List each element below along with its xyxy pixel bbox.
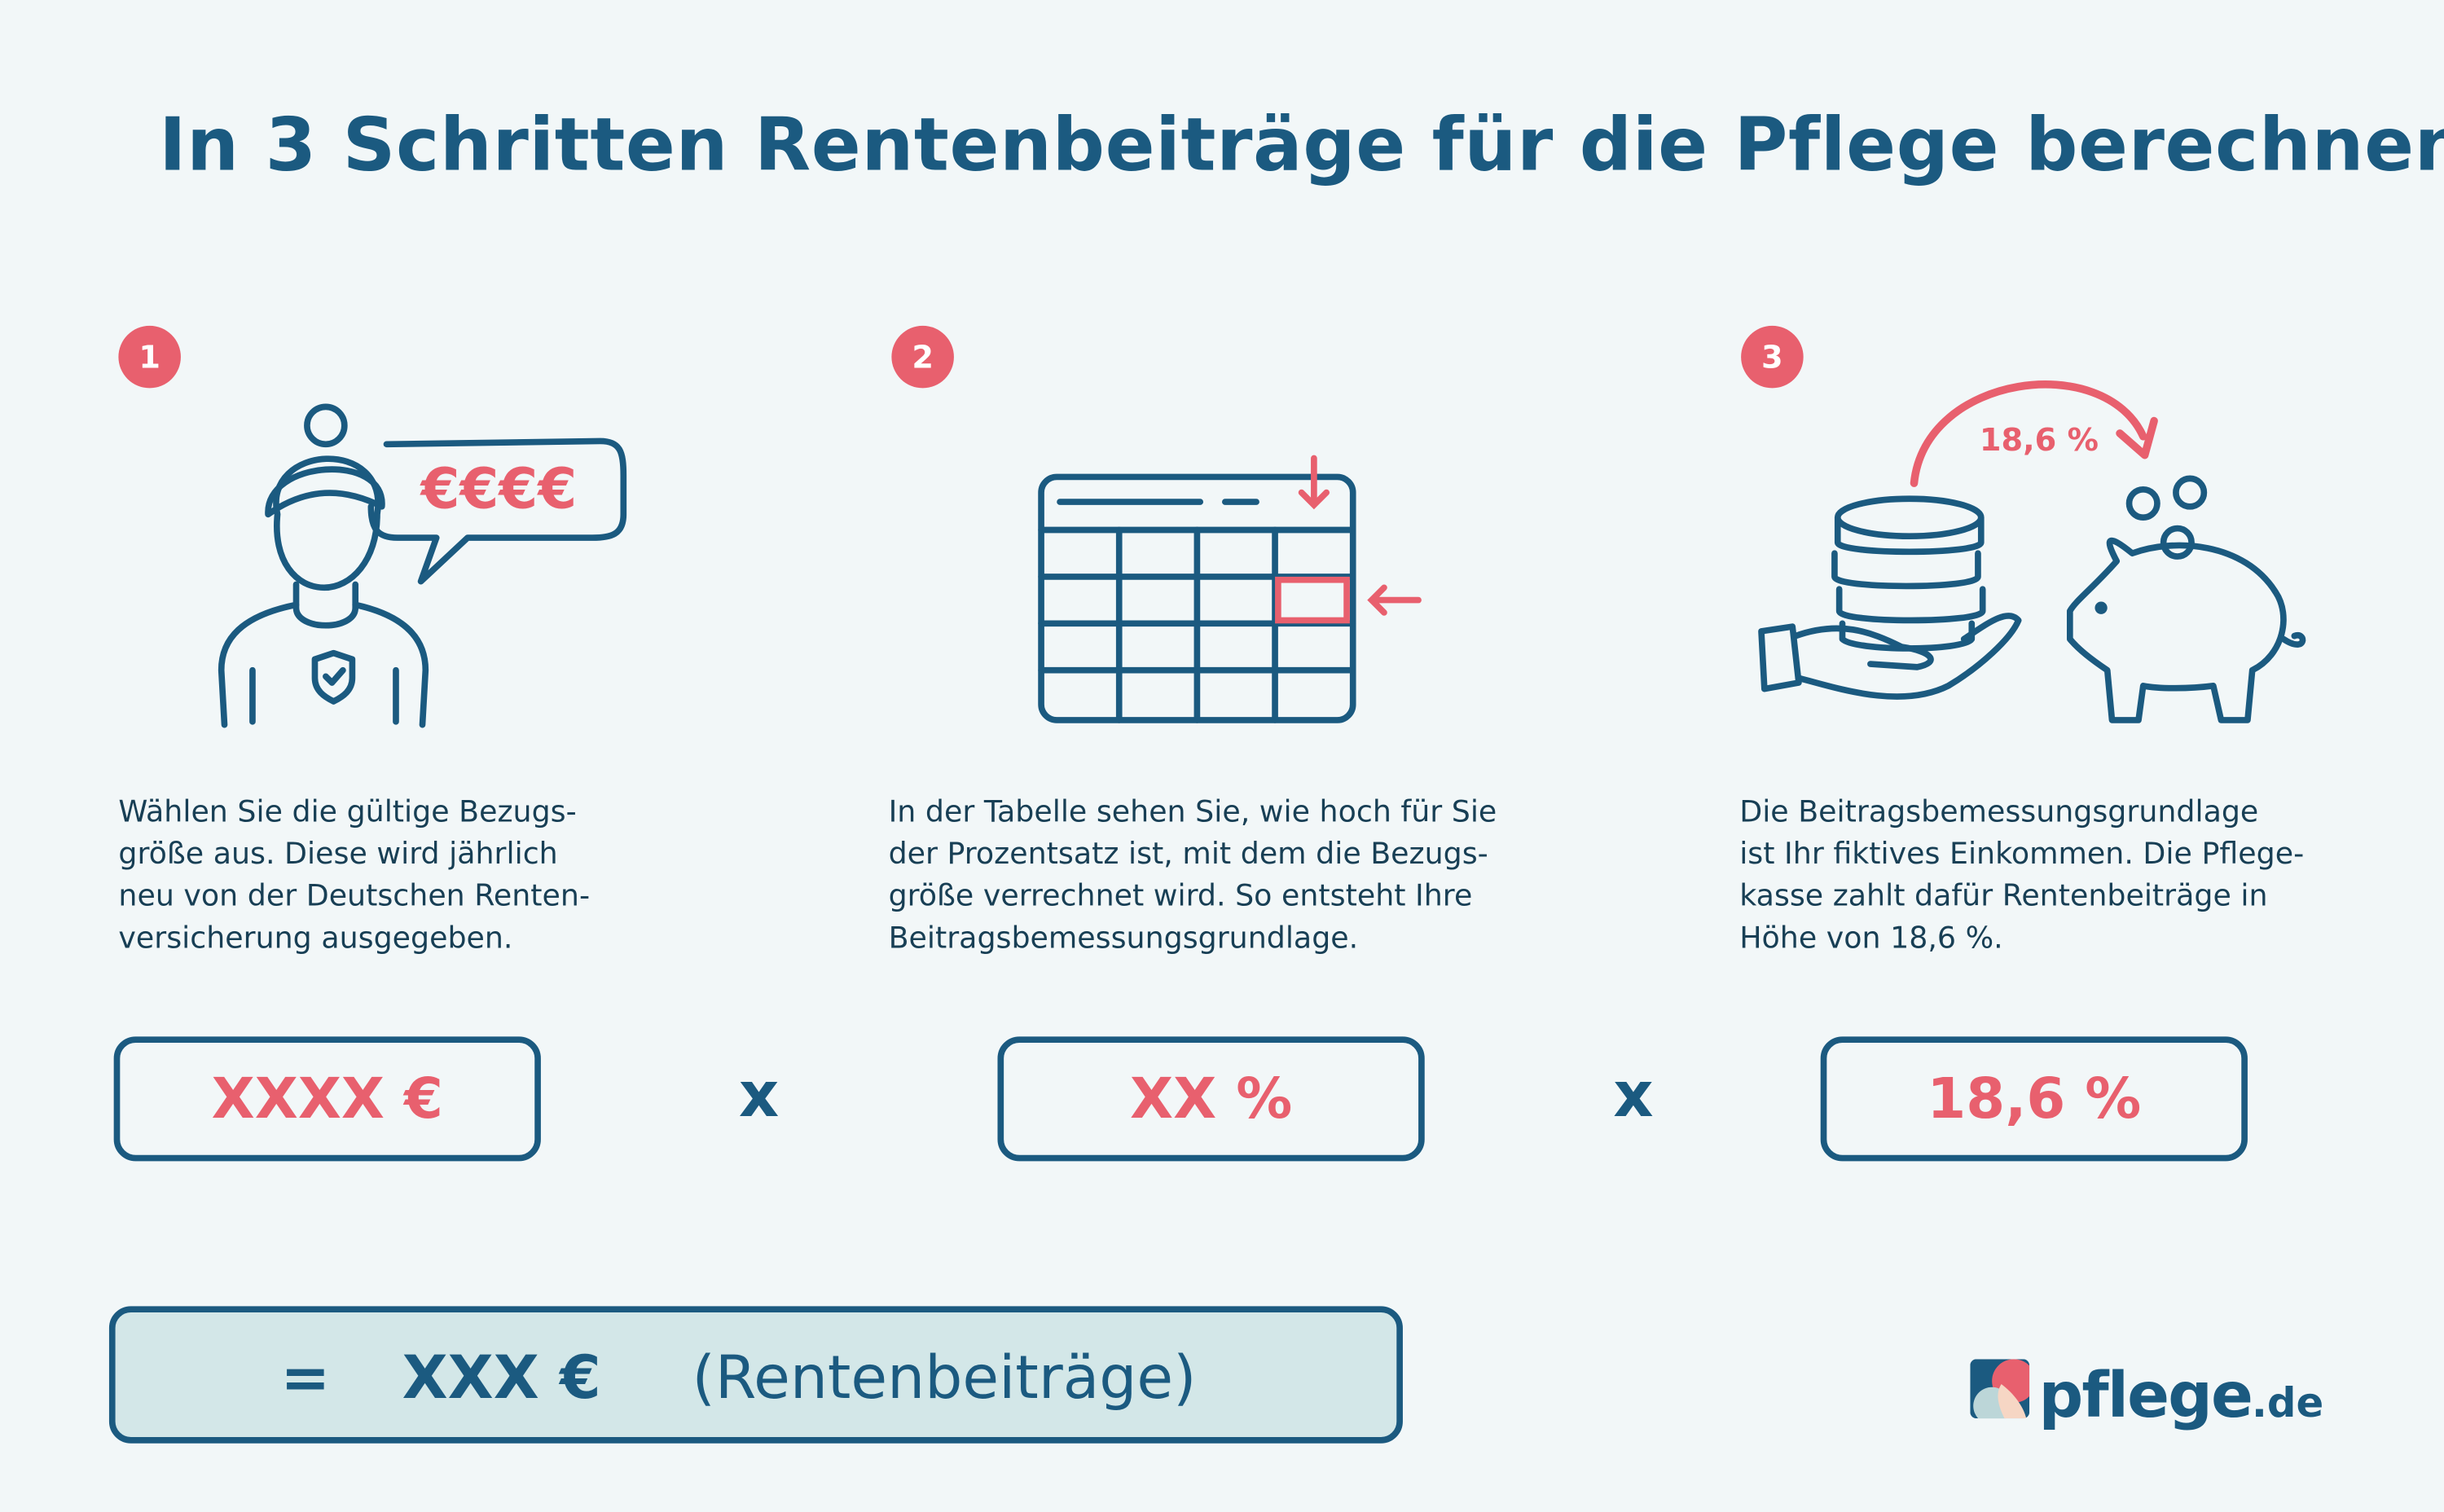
step-1-value: XXXX € bbox=[211, 1066, 443, 1132]
person-speech-bubble-icon bbox=[218, 403, 627, 728]
result-label: (Rentenbeiträge) bbox=[692, 1343, 1197, 1413]
table-lookup-icon bbox=[1038, 455, 1422, 723]
logo-mark-icon bbox=[1970, 1359, 2030, 1419]
step-2-description: In der Tabelle sehen Sie, wie hoch für S… bbox=[888, 794, 1497, 956]
step-3-value: 18,6 % bbox=[1927, 1066, 2142, 1132]
logo-text: pflege bbox=[2038, 1360, 2253, 1433]
percentage-arrow-label: 18,6 % bbox=[1979, 420, 2099, 459]
step-1-description: Wählen Sie die gültige Bezugs- größe aus… bbox=[118, 794, 591, 956]
speech-bubble-text: €€€€ bbox=[420, 458, 578, 522]
step-2-number: 2 bbox=[891, 325, 954, 389]
equals-sign: = bbox=[280, 1343, 331, 1413]
step-2-value: XX % bbox=[1130, 1066, 1293, 1132]
multiply-operator: x bbox=[1613, 1060, 1654, 1132]
result-value: XXX € bbox=[402, 1343, 601, 1413]
result-box: = XXX € (Rentenbeiträge) bbox=[108, 1306, 1403, 1444]
pflege-logo: pflege .de bbox=[1970, 1359, 2324, 1433]
coins-to-piggy-bank-icon bbox=[1758, 380, 2306, 723]
step-1-number: 1 bbox=[118, 325, 181, 389]
step-2-value-box: XX % bbox=[997, 1036, 1425, 1162]
logo-suffix: .de bbox=[2251, 1381, 2324, 1428]
step-1-value-box: XXXX € bbox=[113, 1036, 541, 1162]
page-title: In 3 Schritten Rentenbeiträge für die Pf… bbox=[159, 103, 2444, 189]
step-3-description: Die Beitragsbemessungsgrundlage ist Ihr … bbox=[1739, 794, 2305, 956]
multiply-operator: x bbox=[738, 1060, 780, 1132]
step-3-value-box: 18,6 % bbox=[1820, 1036, 2248, 1162]
step-3-number: 3 bbox=[1741, 325, 1804, 389]
